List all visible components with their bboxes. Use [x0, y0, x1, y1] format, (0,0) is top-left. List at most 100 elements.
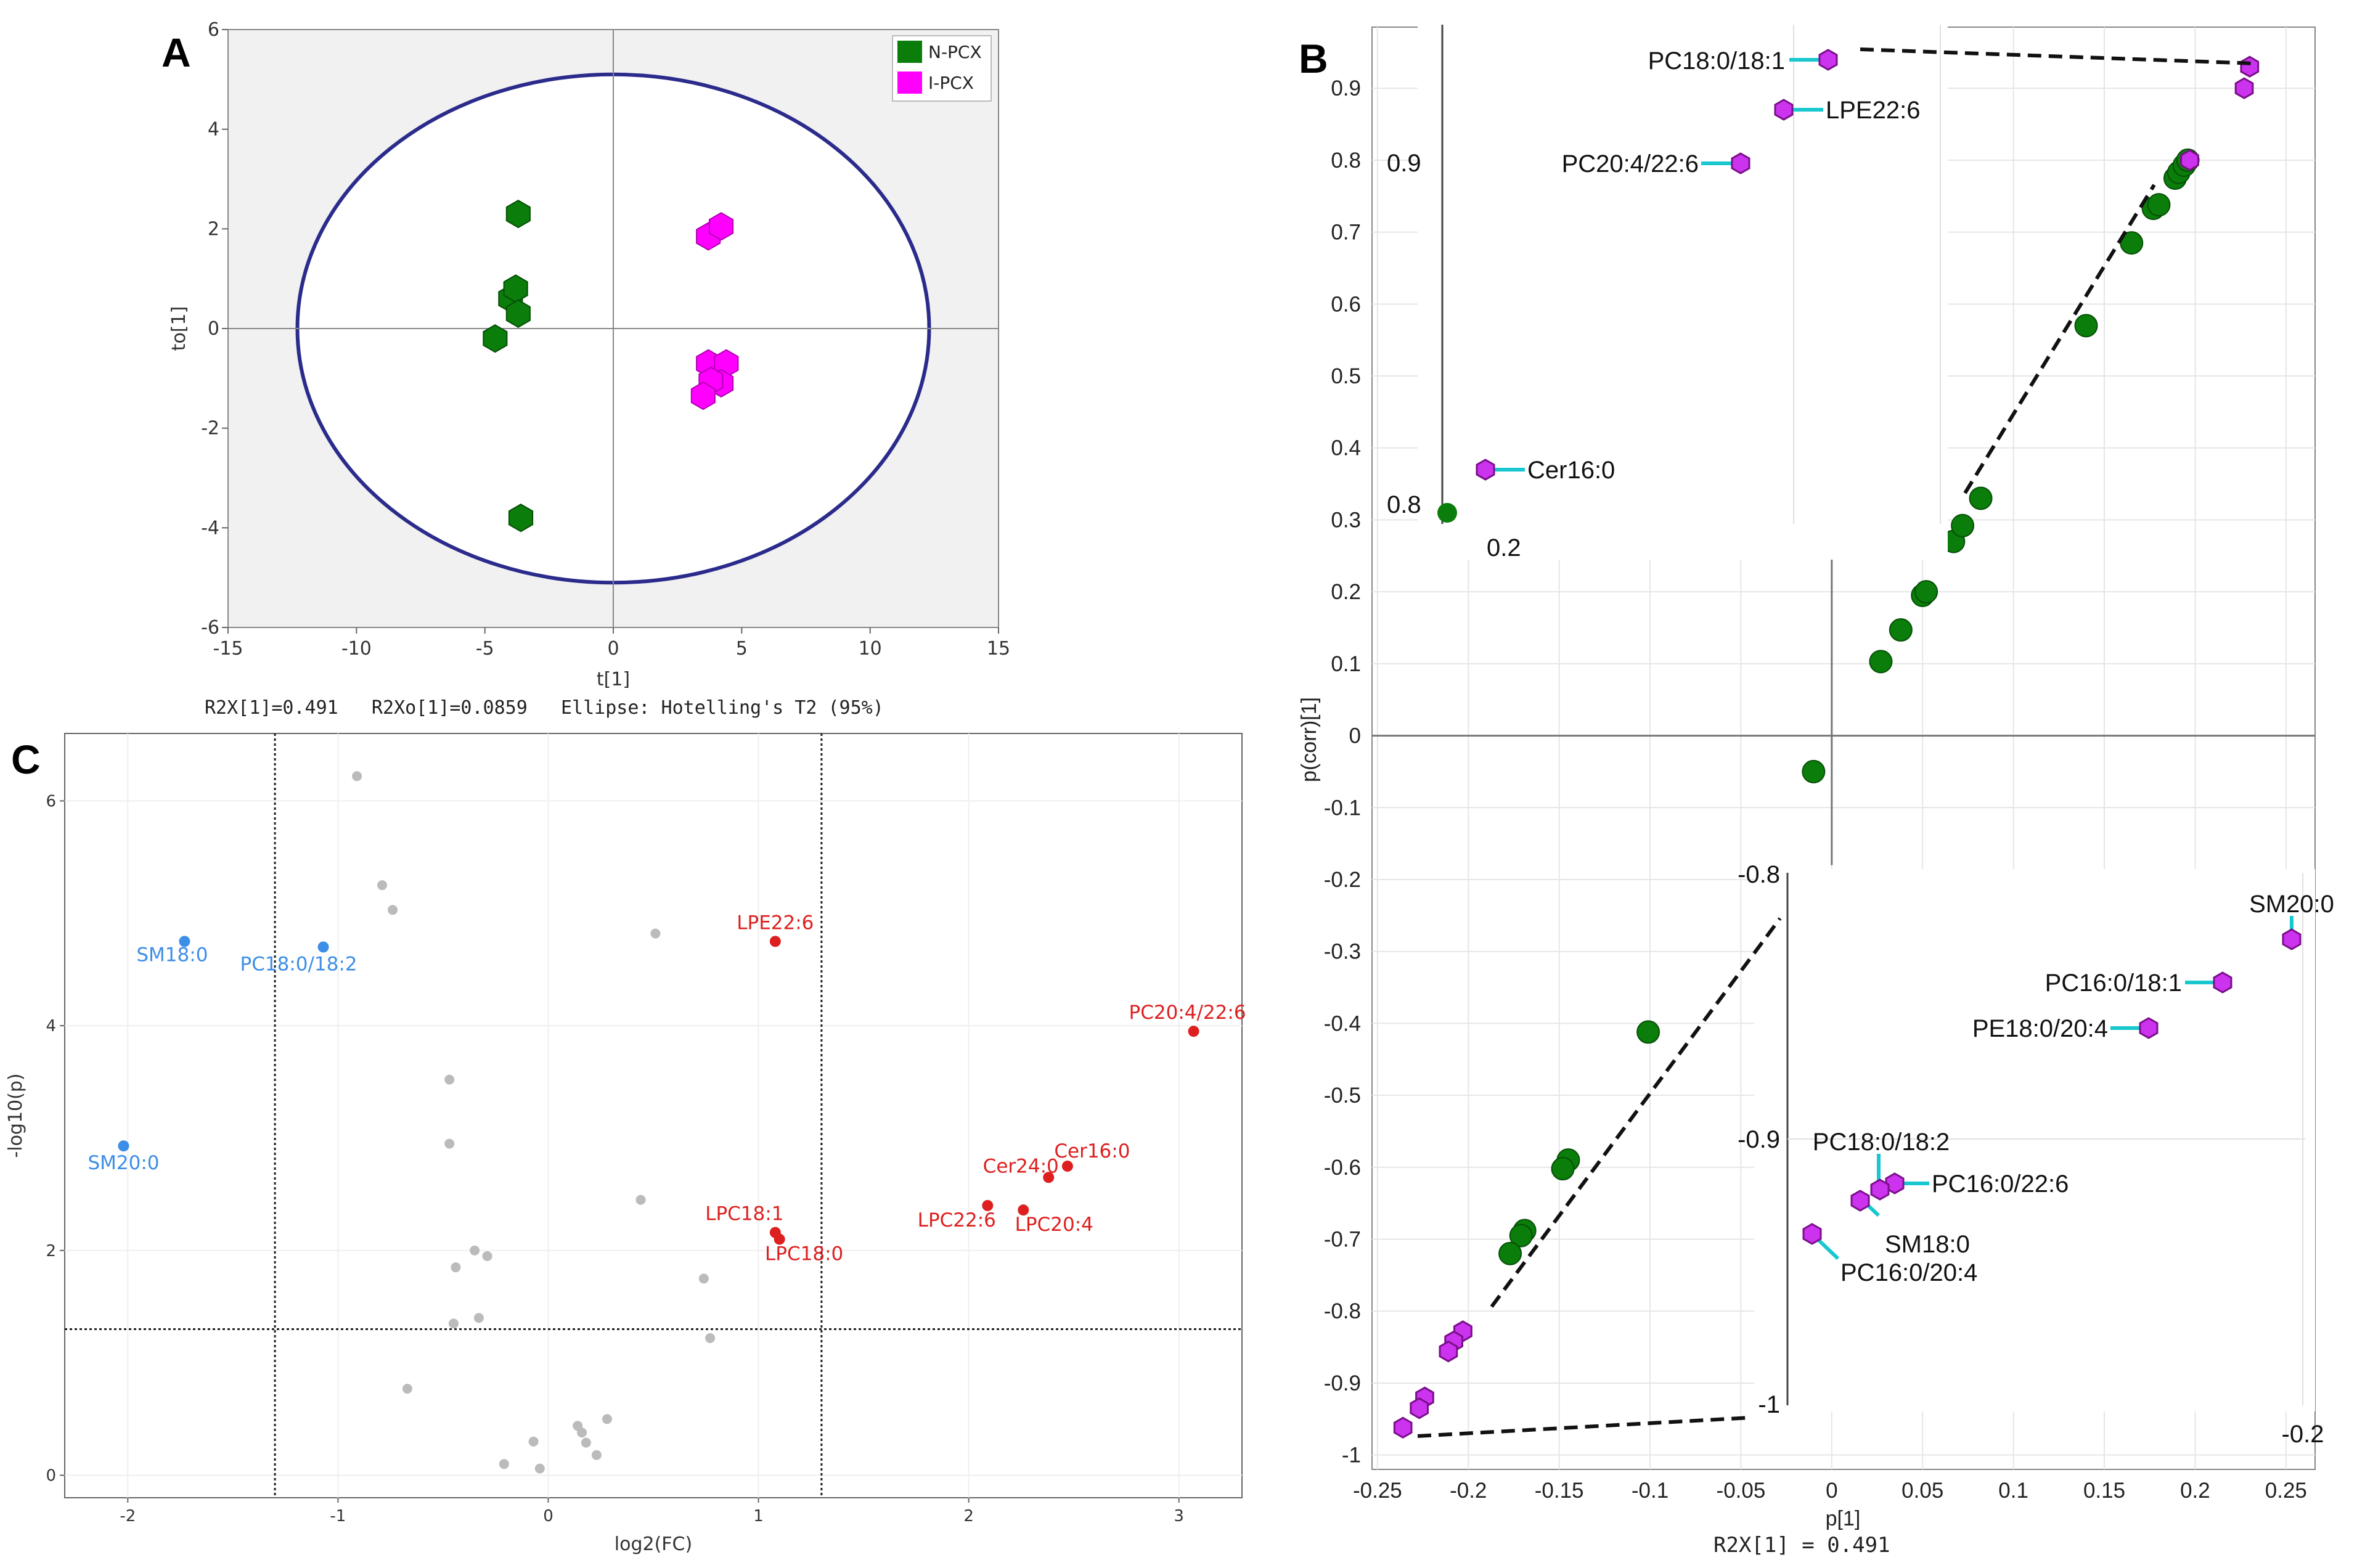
panel-b-y-label: p(corr)[1]	[1297, 697, 1321, 782]
splot-magenta-point	[1439, 1340, 1458, 1363]
ns-point	[482, 1251, 492, 1261]
inset-bottom-label: PC16:0/22:6	[1932, 1170, 2069, 1198]
panel-b-splot: -0.25 -0.2 -0.15 -0.1 -0.05 0 0.05 0.1 0.15 0.2 0.…	[1297, 17, 2334, 1558]
ns-point	[473, 1313, 484, 1323]
inset-bottom-label: PC16:0/18:1	[2045, 970, 2182, 997]
down-point-label: PC18:0/18:2	[240, 953, 357, 975]
y-tick-label: 0.5	[1331, 364, 1361, 388]
panel-a-x-label: t[1]	[597, 669, 630, 690]
panel-a-y-ticks: -6 -4 -2 0 2 4 6	[201, 19, 228, 639]
y-tick-label: -6	[201, 617, 219, 639]
inset-bottom-point-sm18-0	[1850, 1190, 1870, 1212]
x-tick-label: -0.2	[1450, 1479, 1487, 1503]
x-tick-label: 2	[963, 1507, 974, 1525]
legend-swatch-n-pcx	[897, 41, 922, 63]
y-tick-label: -1	[1342, 1443, 1361, 1468]
panel-a-score-plot: -15 -10 -5 0 5 10 15 -6 -4 -2 0 2 4 6 t[1] to[1] R2X…	[168, 19, 1010, 719]
x-tick-label: 0.15	[2083, 1479, 2125, 1503]
inset-bottom-label: PC16:0/20:4	[1840, 1259, 1977, 1286]
down-point-label: SM18:0	[136, 944, 208, 966]
ns-point	[352, 771, 362, 782]
panel-b-x-label: p[1]	[1826, 1507, 1861, 1530]
up-point	[1018, 1204, 1029, 1216]
x-tick-label: -0.1	[1632, 1479, 1669, 1503]
i-pcx-point	[690, 381, 716, 410]
x-tick-label: 0.2	[2180, 1479, 2210, 1503]
inset-bottom-ytick: -0.8	[1738, 861, 1780, 888]
x-tick-label: 5	[736, 638, 748, 659]
legend-swatch-i-pcx	[897, 71, 922, 94]
panel-b-inset-top: 0.9 0.8 0.2 PC18:0/18:1 LPE22:6 PC20:4/2…	[1387, 17, 2257, 561]
up-point-label: LPC20:4	[1015, 1214, 1093, 1236]
panel-c-y-label: -log10(p)	[5, 1073, 27, 1158]
x-tick-label: 0	[1826, 1479, 1837, 1503]
y-tick-label: -0.4	[1324, 1011, 1361, 1035]
y-tick-label: 0.7	[1331, 221, 1361, 245]
y-tick-label: -0.6	[1324, 1156, 1361, 1180]
ns-point	[581, 1437, 591, 1448]
up-point-label: LPC18:0	[765, 1243, 843, 1265]
inset-bottom-point-pc16-0-18-1	[2213, 971, 2232, 994]
y-tick-label: 4	[208, 119, 219, 141]
inset-top-connector	[1963, 184, 2156, 494]
ns-point	[377, 880, 388, 891]
inset-bottom-point-pc16-0-20-4	[1802, 1223, 1822, 1245]
inset-top-label: PC20:4/22:6	[1562, 150, 1699, 178]
ns-point	[402, 1384, 412, 1394]
y-tick-label: -0.7	[1324, 1228, 1361, 1252]
ns-point	[602, 1414, 612, 1424]
x-tick-label: -5	[476, 638, 494, 659]
y-tick-label: -0.5	[1324, 1084, 1361, 1108]
inset-bottom-ytick: -1	[1758, 1391, 1780, 1418]
y-tick-label: 0	[208, 318, 219, 340]
inset-top-ytick: 0.8	[1387, 491, 1421, 518]
splot-magenta-point	[1410, 1397, 1429, 1419]
down-point-label: SM20:0	[88, 1152, 159, 1174]
y-tick-label: 0.1	[1331, 652, 1361, 676]
ns-point	[635, 1194, 646, 1205]
splot-green-point	[1636, 1020, 1660, 1044]
panel-c-x-label: log2(FC)	[615, 1533, 692, 1555]
splot-magenta-point	[2240, 55, 2260, 78]
up-point	[982, 1199, 994, 1211]
splot-green-point	[1509, 1223, 1533, 1247]
y-tick-label: 2	[46, 1242, 56, 1260]
x-tick-label: -15	[213, 638, 243, 659]
n-pcx-point	[505, 299, 531, 328]
splot-green-point	[1889, 618, 1913, 642]
y-tick-label: 0	[46, 1467, 56, 1485]
panel-a-legend: N-PCX I-PCX	[892, 35, 992, 102]
inset-top-label: LPE22:6	[1826, 97, 1920, 124]
panel-c-threshold-lines	[65, 733, 1242, 1498]
up-point	[774, 1233, 785, 1245]
n-pcx-point	[508, 504, 534, 533]
y-tick-label: 0.3	[1331, 508, 1361, 532]
y-tick-label: -0.2	[1324, 868, 1361, 892]
panel-a-y-label: to[1]	[168, 306, 190, 351]
inset-top-xtick: 0.2	[1487, 534, 1521, 561]
down-point	[317, 941, 329, 953]
inset-top-point-pc20-4-22-6	[1731, 152, 1750, 174]
splot-green-point	[1914, 580, 1938, 604]
x-tick-label: 0.25	[2265, 1479, 2307, 1503]
inset-bottom-label: PC18:0/18:2	[1813, 1129, 1950, 1156]
x-tick-label: -2	[120, 1507, 136, 1525]
ns-point	[444, 1074, 455, 1085]
ns-point	[577, 1427, 587, 1438]
y-tick-label: 0	[1349, 724, 1361, 748]
inset-top-point-pc18-0-18-1	[1818, 49, 1838, 71]
x-tick-label: 3	[1174, 1507, 1184, 1525]
ns-point	[388, 905, 398, 915]
y-tick-label: -2	[201, 418, 219, 439]
inset-bottom-label: SM18:0	[1885, 1231, 1970, 1258]
y-tick-label: -0.9	[1324, 1371, 1361, 1395]
panel-c-volcano-plot: -2 -1 0 1 2 3 0 2 4 6 SM18:0 PC18:0/18:2 SM20:0 LPE…	[5, 733, 1246, 1555]
ns-point	[444, 1138, 455, 1149]
panel-a-x-ticks: -15 -10 -5 0 5 10 15	[213, 627, 1010, 659]
panel-c-y-ticks: 0 2 4 6	[46, 792, 65, 1485]
splot-green-point	[1969, 486, 1993, 510]
up-point-label: LPC18:1	[705, 1203, 783, 1225]
up-point	[1061, 1161, 1073, 1172]
up-point-label: LPE22:6	[737, 912, 814, 934]
inset-top-connector	[1860, 47, 2257, 65]
